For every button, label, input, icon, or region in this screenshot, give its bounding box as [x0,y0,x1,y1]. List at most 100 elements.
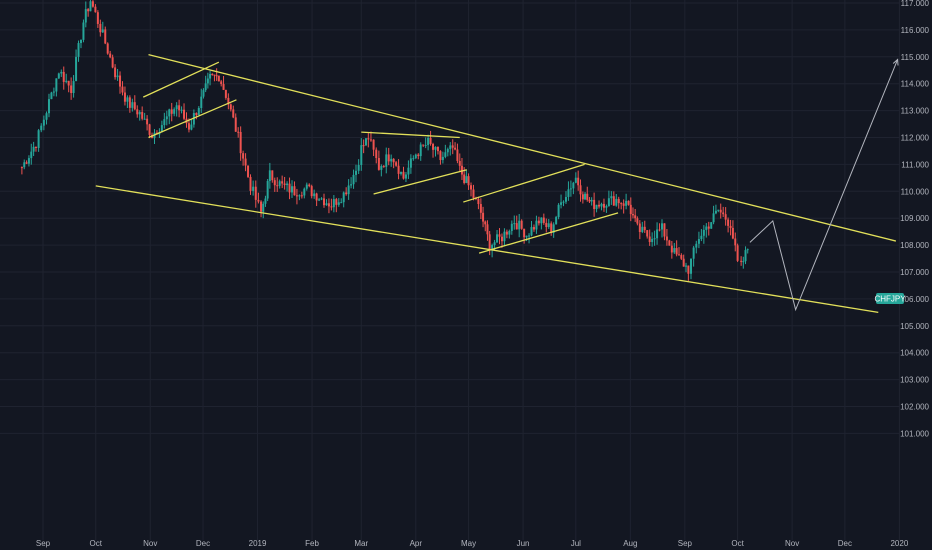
candle-up [717,209,720,213]
candle-down [520,219,523,230]
trendline[interactable] [142,61,220,98]
candle-up [503,228,506,247]
candle-body [498,234,501,237]
candle-body [239,131,242,154]
candle-down [646,229,649,239]
candle-down [622,199,625,214]
candle-body [160,125,163,133]
candle-body [222,84,225,90]
candle-body [323,198,326,206]
price-candles [20,0,749,281]
candle-up [72,75,75,98]
projection-path[interactable] [749,59,899,312]
trendline[interactable] [148,54,897,242]
candle-body [257,199,260,202]
candle-down [96,10,99,28]
candle-down [417,153,420,160]
trendline[interactable] [373,169,467,195]
candle-up [197,106,200,116]
candle-up [746,248,749,254]
candle-down [470,182,473,197]
candle-down [308,183,311,188]
candle-down [460,157,463,181]
candle-down [300,191,303,199]
candle-down [482,206,485,228]
candle-down [276,177,279,192]
candle-up [400,171,403,176]
candle-body [523,228,526,238]
candle-body [615,198,618,206]
candle-body [170,109,173,114]
candle-down [451,139,454,155]
candle-up [465,170,468,184]
candle-body [303,188,306,196]
candle-body [380,166,383,170]
candle-down [472,184,475,201]
candle-down [724,207,727,226]
candle-body [327,203,330,207]
candle-body [213,74,216,76]
candle-body [91,1,94,7]
candle-up [116,68,119,81]
candle-down [283,176,286,190]
candle-body [488,234,491,251]
price-axis[interactable]: 101.000 102.000 103.000 104.000 105.000 106.0… [900,0,929,438]
candle-body [400,171,403,174]
candle-body [479,204,482,213]
candle-up [513,215,516,230]
candle-down [505,229,508,239]
candle-body [736,245,739,261]
candle-up [318,197,321,202]
candle-body [215,75,218,77]
candle-down [722,206,725,218]
trendline[interactable] [95,185,879,313]
candle-body [620,203,623,205]
trendline[interactable] [361,131,460,139]
candle-body [360,145,363,165]
candle-up [600,202,603,211]
candle-body [697,239,700,244]
candle-up [414,153,417,160]
candle-down [249,174,252,195]
candle-down [109,50,112,59]
candle-body [96,12,99,24]
trendline[interactable] [478,212,619,254]
candle-up [75,49,78,82]
candle-down [731,220,734,240]
candle-body [677,254,680,256]
candle-body [719,209,722,213]
candle-body [557,204,560,218]
candle-body [77,43,80,57]
candle-body [567,189,570,197]
time-axis[interactable]: Sep Oct Nov Dec 2019 Feb Mar Apr May Jun Jul Aug Sep… [36,539,909,548]
candle-body [572,182,575,189]
trendline[interactable] [148,99,237,139]
candle-body [742,261,745,263]
candle-body [332,199,335,208]
candle-up [45,111,48,125]
candle-body [731,227,734,239]
candle-body [493,242,496,246]
candle-body [244,158,247,166]
time-tick-label: 2020 [890,539,908,548]
drawn-annotations [95,54,899,313]
candle-up [286,181,289,192]
candle-up [131,98,134,112]
candle-up [380,164,383,177]
candle-down [429,130,432,146]
candle-body [477,199,480,205]
candle-body [434,146,437,150]
candle-body [57,73,60,79]
price-tick-label: 105.000 [900,322,929,331]
price-tick-label: 112.000 [901,134,930,143]
candle-up [350,177,353,189]
candle-down [146,115,149,131]
trendline[interactable] [463,163,585,203]
candle-body [385,154,388,167]
candle-down [629,197,632,222]
candle-body [658,229,661,231]
candle-body [537,220,540,224]
candle-up [60,69,63,77]
candle-body [612,196,615,206]
candle-body [305,184,308,189]
